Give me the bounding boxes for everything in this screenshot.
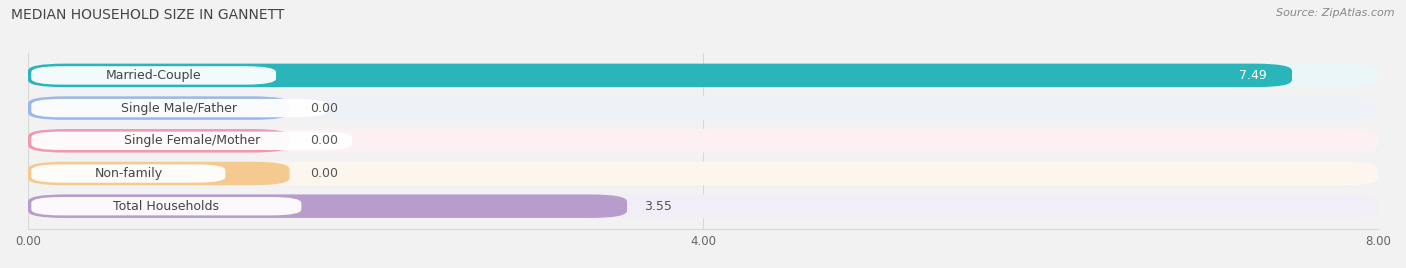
FancyBboxPatch shape xyxy=(28,64,1378,87)
FancyBboxPatch shape xyxy=(28,96,1378,120)
Text: 0.00: 0.00 xyxy=(309,134,337,147)
FancyBboxPatch shape xyxy=(28,64,1292,87)
Text: Non-family: Non-family xyxy=(94,167,163,180)
FancyBboxPatch shape xyxy=(31,66,276,85)
Text: 3.55: 3.55 xyxy=(644,200,672,213)
FancyBboxPatch shape xyxy=(31,132,352,150)
Text: 0.00: 0.00 xyxy=(309,167,337,180)
Text: Single Female/Mother: Single Female/Mother xyxy=(124,134,260,147)
FancyBboxPatch shape xyxy=(28,96,290,120)
Text: Total Households: Total Households xyxy=(114,200,219,213)
Text: Single Male/Father: Single Male/Father xyxy=(121,102,238,115)
FancyBboxPatch shape xyxy=(28,194,627,218)
Text: 0.00: 0.00 xyxy=(309,102,337,115)
Text: MEDIAN HOUSEHOLD SIZE IN GANNETT: MEDIAN HOUSEHOLD SIZE IN GANNETT xyxy=(11,8,284,22)
FancyBboxPatch shape xyxy=(28,162,290,185)
Text: Source: ZipAtlas.com: Source: ZipAtlas.com xyxy=(1277,8,1395,18)
FancyBboxPatch shape xyxy=(31,164,225,183)
Text: Married-Couple: Married-Couple xyxy=(105,69,201,82)
FancyBboxPatch shape xyxy=(31,99,326,117)
FancyBboxPatch shape xyxy=(28,129,1378,152)
FancyBboxPatch shape xyxy=(28,129,290,152)
FancyBboxPatch shape xyxy=(31,197,301,215)
FancyBboxPatch shape xyxy=(28,194,1378,218)
Text: 7.49: 7.49 xyxy=(1239,69,1267,82)
FancyBboxPatch shape xyxy=(28,162,1378,185)
